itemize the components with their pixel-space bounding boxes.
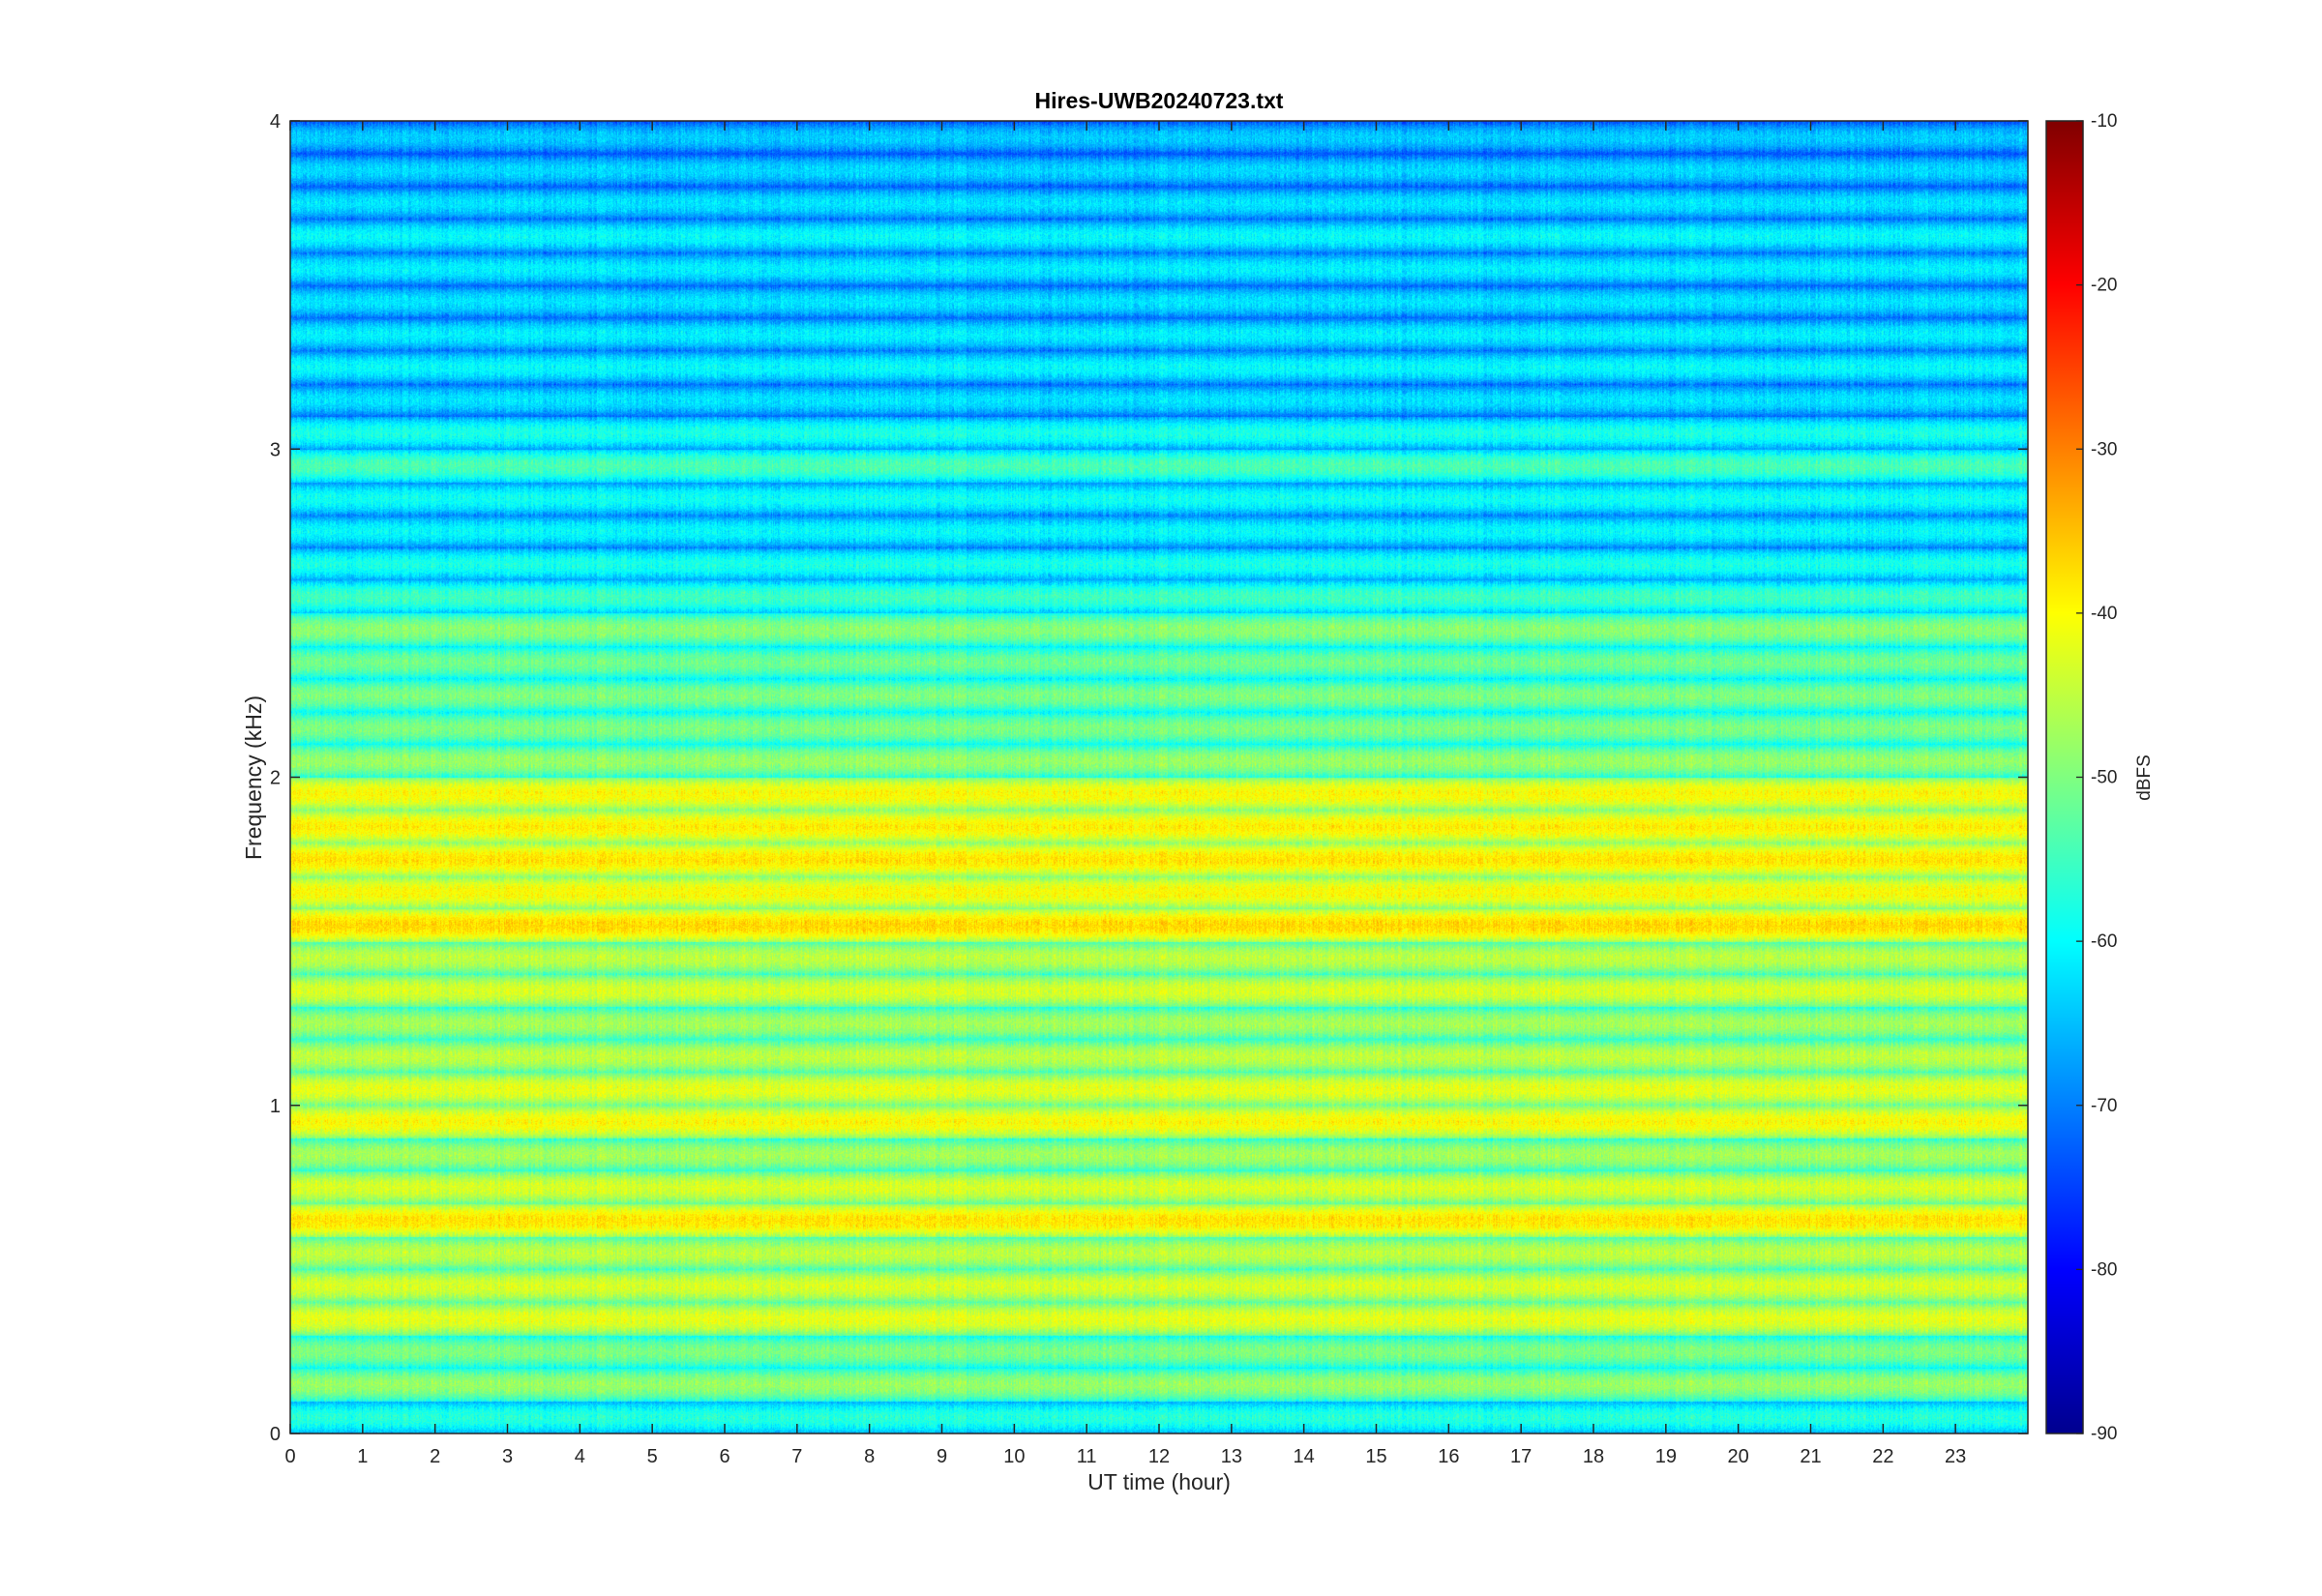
colorbar-tick-label: -90: [2091, 1424, 2117, 1444]
x-tick-label: 5: [647, 1446, 658, 1467]
colorbar: -90 -80 -70 -60 -50 -40 -30 -20 -10 dBFS: [2045, 111, 2155, 1444]
y-tick-label: 1: [270, 1096, 281, 1117]
y-axis-label: Frequency (kHz): [241, 695, 266, 860]
x-tick-label: 17: [1510, 1446, 1532, 1467]
colorbar-ticks: -90 -80 -70 -60 -50 -40 -30 -20 -10: [2076, 111, 2117, 1444]
colorbar-tick-label: -70: [2091, 1096, 2117, 1116]
colorbar-tick-label: -40: [2091, 604, 2117, 624]
x-tick-label: 0: [284, 1446, 295, 1467]
chart-title: Hires-UWB20240723.txt: [1035, 88, 1284, 113]
x-tick-label: 15: [1365, 1446, 1386, 1467]
x-tick-label: 4: [575, 1446, 585, 1467]
y-tick-label: 2: [270, 768, 281, 789]
x-tick-label: 19: [1655, 1446, 1677, 1467]
x-tick-label: 13: [1221, 1446, 1242, 1467]
x-tick-label: 14: [1294, 1446, 1315, 1467]
x-tick-label: 6: [719, 1446, 729, 1467]
x-axis-ticks: 0 1 2 3 4 5 6 7 8 9 10 11 12 13 14 15 16 17 18 19 20 21 22 23: [284, 121, 1966, 1467]
y-tick-label: 0: [270, 1424, 281, 1445]
x-tick-label: 1: [357, 1446, 368, 1467]
x-tick-label: 21: [1800, 1446, 1821, 1467]
x-tick-label: 10: [1003, 1446, 1025, 1467]
colorbar-tick-label: -20: [2091, 276, 2117, 296]
x-tick-label: 12: [1148, 1446, 1170, 1467]
y-tick-label: 4: [270, 111, 281, 133]
x-tick-label: 3: [502, 1446, 513, 1467]
colorbar-tick-label: -30: [2091, 439, 2117, 459]
x-tick-label: 16: [1438, 1446, 1459, 1467]
x-tick-label: 8: [864, 1446, 875, 1467]
x-tick-label: 7: [791, 1446, 802, 1467]
x-tick-label: 18: [1583, 1446, 1604, 1467]
y-tick-label: 3: [270, 439, 281, 460]
y-axis-ticks: 0 1 2 3 4: [270, 111, 2028, 1445]
x-axis-label: UT time (hour): [1087, 1469, 1231, 1494]
colorbar-tick-label: -80: [2091, 1259, 2117, 1280]
heatmap-image: [290, 121, 2028, 1433]
colorbar-tick-label: -50: [2091, 768, 2117, 788]
x-tick-label: 9: [937, 1446, 947, 1467]
colorbar-tick-label: -10: [2091, 111, 2117, 132]
x-tick-label: 20: [1728, 1446, 1749, 1467]
x-tick-label: 11: [1077, 1446, 1097, 1467]
x-tick-label: 22: [1872, 1446, 1893, 1467]
colorbar-tick-label: -60: [2091, 931, 2117, 952]
x-tick-label: 2: [430, 1446, 440, 1467]
plot-area: [289, 120, 2029, 1434]
colorbar-label: dBFS: [2134, 754, 2155, 801]
x-tick-label: 23: [1945, 1446, 1966, 1467]
